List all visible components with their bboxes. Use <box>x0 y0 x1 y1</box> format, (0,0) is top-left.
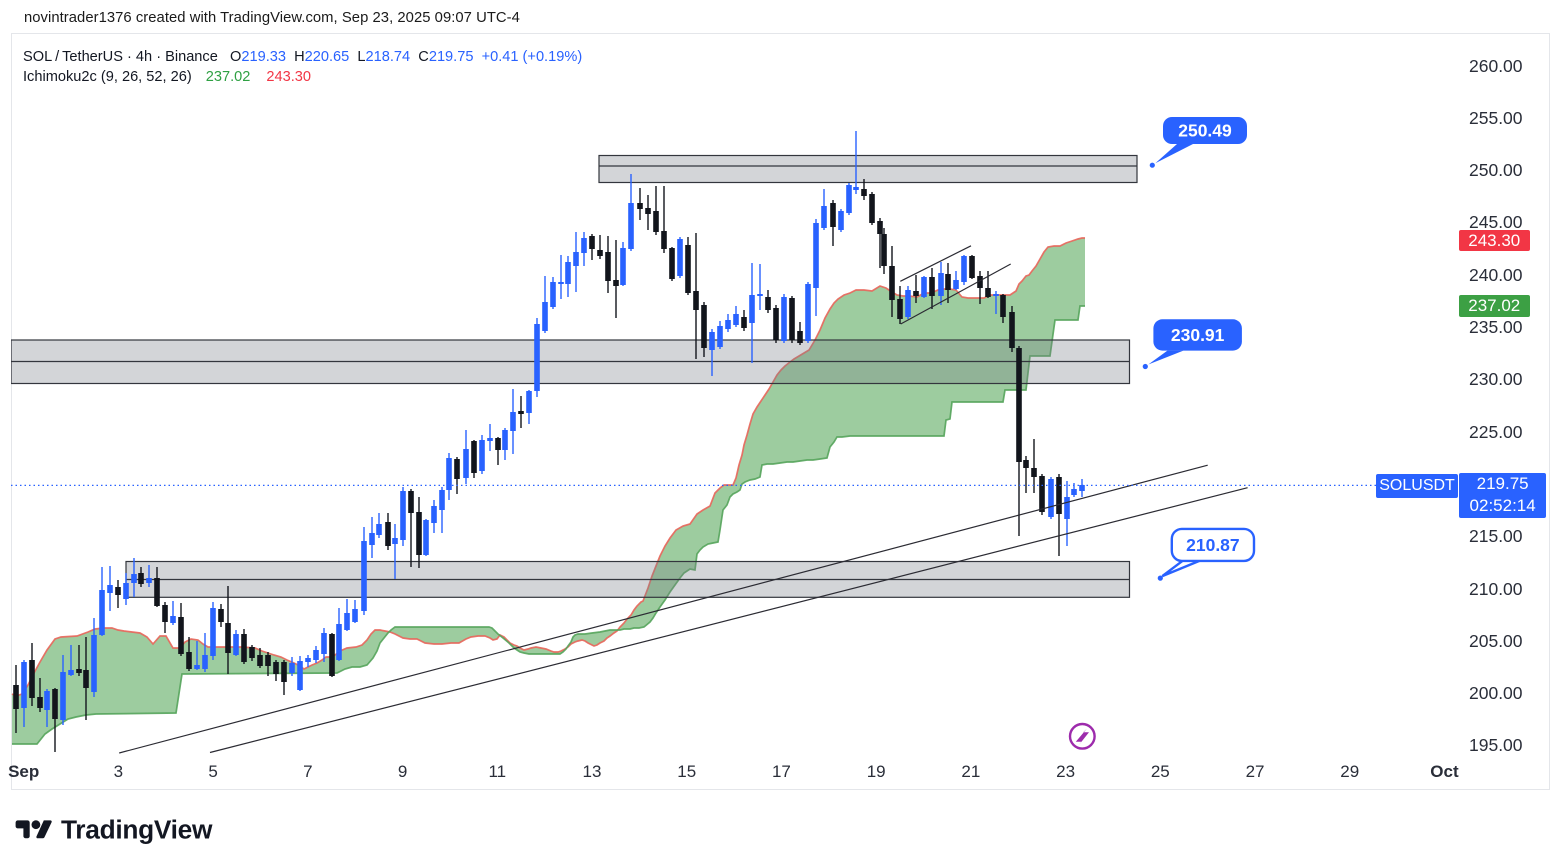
svg-text:250.49: 250.49 <box>1178 121 1232 141</box>
svg-text:210.87: 210.87 <box>1186 535 1240 555</box>
svg-text:230.91: 230.91 <box>1171 325 1225 345</box>
svg-text:TradingView: TradingView <box>61 815 213 845</box>
